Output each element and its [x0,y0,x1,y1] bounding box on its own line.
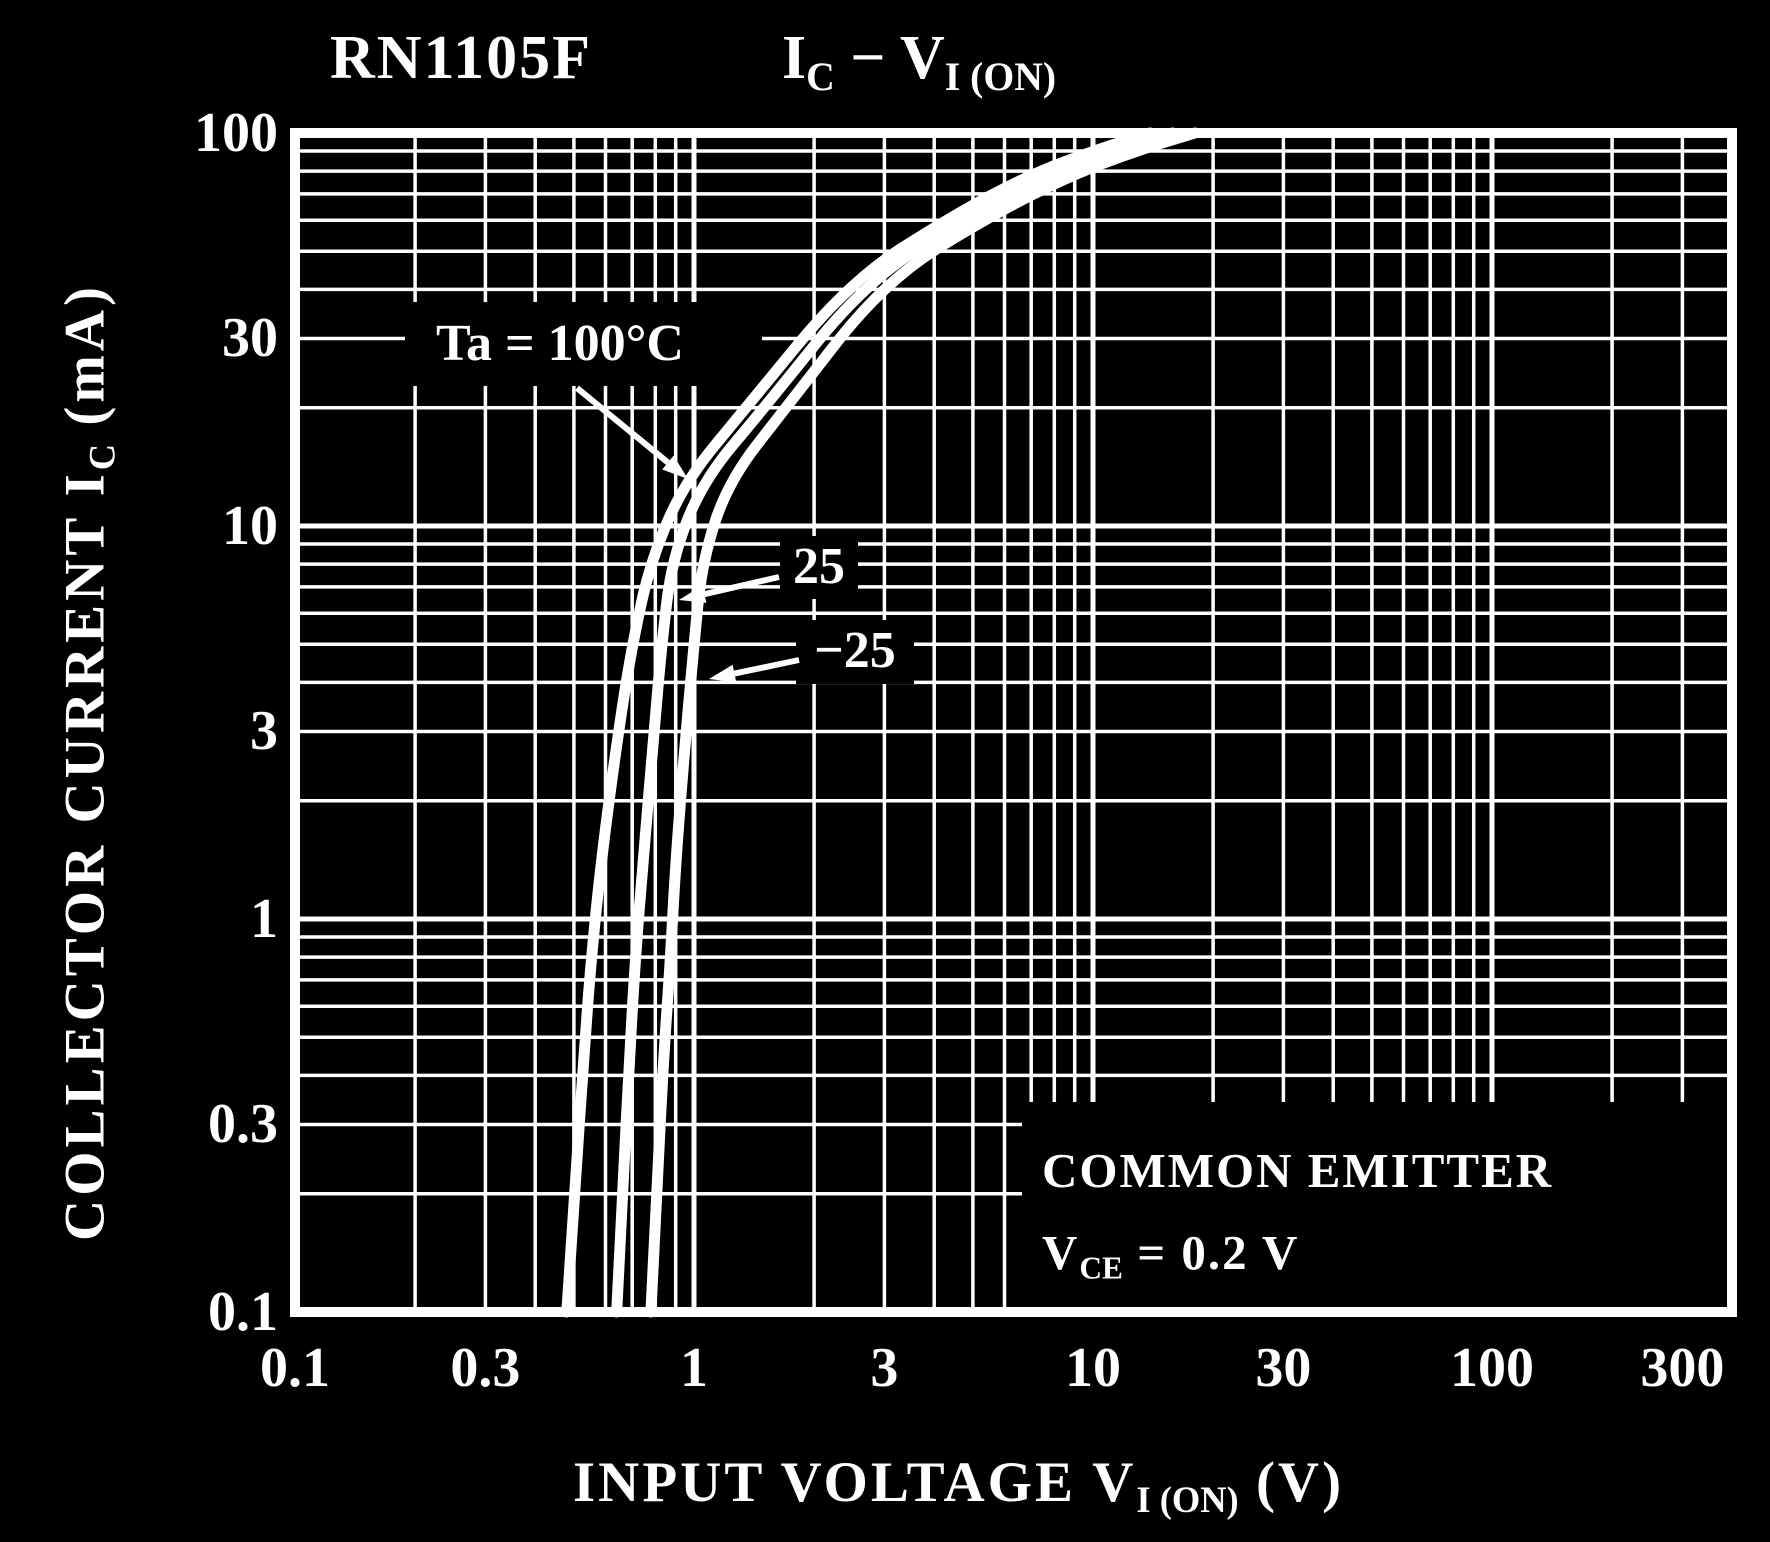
x-tick-label: 10 [1065,1337,1121,1399]
x-tick-label: 1 [680,1337,708,1399]
plot-frame [290,128,1737,1317]
curve-label-ta-100c: Ta = 100°C [436,315,684,372]
x-tick-label: 300 [1640,1337,1725,1399]
subscript-text: C [806,54,835,99]
text-segment: V [1092,1451,1137,1514]
arrowhead-icon [679,585,707,603]
y-tick-label: 0.3 [208,1093,278,1156]
y-tick-label: 0.1 [208,1281,278,1343]
y-tick-label: 10 [222,495,278,557]
text-segment: − [834,24,901,92]
x-axis-title: INPUT VOLTAGE VI (ON) (V) [573,1450,1344,1521]
text-segment: (V) [1238,1451,1345,1514]
y-tick-label: 1 [250,888,278,950]
x-tick-label: 3 [870,1337,899,1399]
text-segment: I [782,24,807,92]
curves [561,127,1201,1318]
condition-box [1022,1102,1727,1307]
x-tick-label: 100 [1450,1337,1534,1399]
label-masks [405,302,1727,1307]
condition-line-common-emitter: COMMON EMITTER [1042,1143,1554,1198]
text-segment: = 0.2 V [1122,1225,1300,1280]
curve-ta-minus-25c [645,127,1201,1318]
arrowhead-icon [709,664,737,683]
y-tick-label: 30 [222,307,278,370]
text-segment: INPUT VOLTAGE [573,1451,1093,1514]
text-segment: I [53,470,117,497]
text-segment: V [1042,1225,1080,1280]
y-tick-label: 3 [250,700,278,763]
subscript-text: I (ON) [944,54,1057,99]
x-tick-label: 0.1 [260,1337,330,1399]
x-tick-label: 0.3 [450,1337,521,1399]
curve-ta-100c [561,127,1156,1318]
chart-title-device: RN1105F [330,24,592,92]
subscript-text: CE [1079,1250,1123,1286]
subscript-text: C [81,443,123,471]
x-tick-label: 30 [1255,1337,1312,1399]
curve-label-25c: 25 [793,538,845,595]
chart-title-expression: IC − VI (ON) [782,26,1056,109]
annotation-arrows [575,385,800,683]
condition-line-vce: VCE = 0.2 V [1042,1222,1299,1299]
curve-label-minus-25c: −25 [814,622,896,679]
text-segment: V [900,24,945,92]
arrowhead-icon [662,455,688,479]
y-tick-label: 100 [194,102,278,164]
curve-ta-25c [611,127,1178,1318]
subscript-text: I (ON) [1136,1478,1239,1520]
